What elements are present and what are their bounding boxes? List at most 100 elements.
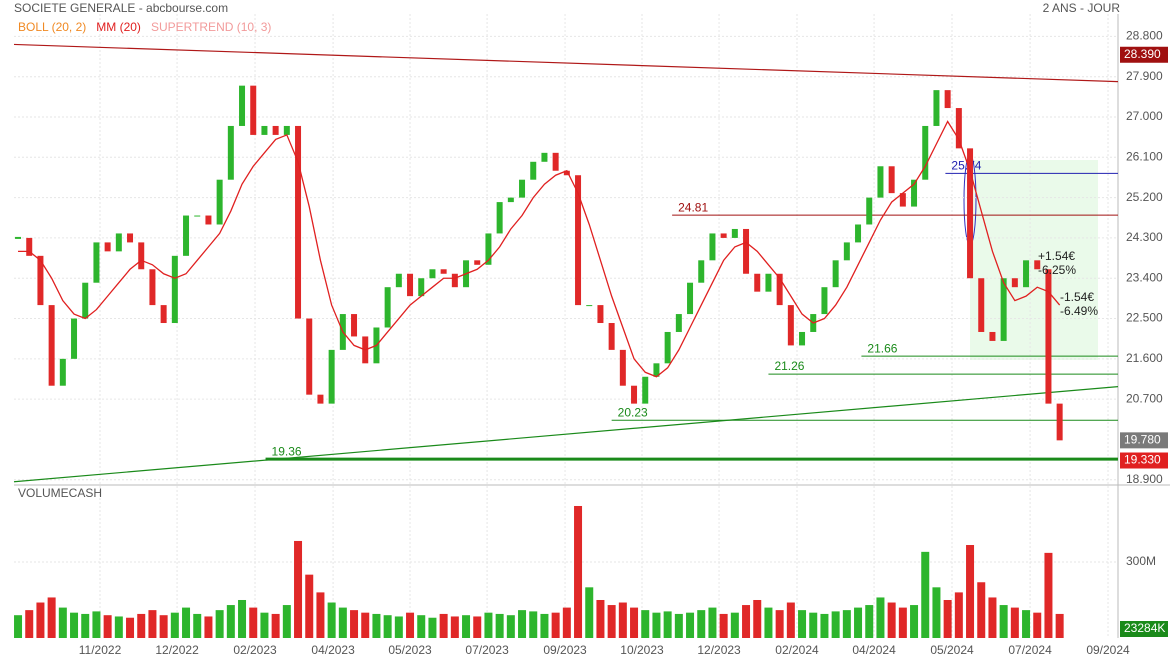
candle	[59, 358, 66, 386]
level-label: 24.81	[678, 200, 708, 214]
candle	[1011, 278, 1018, 288]
annotation: -6.49%	[1060, 304, 1098, 318]
candle	[418, 278, 425, 297]
volume-bar	[999, 605, 1008, 638]
candle	[138, 242, 145, 270]
candle	[563, 170, 570, 176]
volume-bar	[742, 605, 751, 638]
volume-bar	[383, 615, 392, 638]
volume-bar	[842, 610, 851, 638]
volume-bar	[596, 599, 605, 638]
candle	[194, 215, 201, 217]
candle	[888, 166, 895, 194]
volume-bar	[137, 613, 146, 638]
y-tick-label: 27.900	[1126, 69, 1163, 83]
candle	[709, 233, 716, 261]
y-tick-label: 300M	[1126, 554, 1156, 568]
volume-bar	[764, 607, 773, 638]
candle	[989, 331, 996, 341]
x-tick-label: 02/2024	[775, 643, 819, 657]
volume-bar	[529, 611, 538, 638]
candle	[519, 179, 526, 198]
volume-bar	[394, 616, 403, 638]
candle	[619, 349, 626, 386]
volume-bar	[14, 615, 23, 638]
volume-bar	[58, 607, 67, 638]
candle	[485, 233, 492, 265]
price-tag	[1120, 621, 1168, 637]
volume-bar	[193, 613, 202, 638]
x-tick-label: 05/2024	[930, 643, 974, 657]
volume-bar	[775, 610, 784, 638]
candle	[127, 233, 134, 243]
candle	[205, 215, 212, 225]
candle	[328, 349, 335, 404]
candle	[586, 305, 593, 307]
volume-bar	[585, 587, 594, 638]
candle	[115, 233, 122, 252]
volume-bar	[473, 616, 482, 638]
candle	[731, 228, 738, 238]
volume-bar	[540, 613, 549, 638]
candle	[955, 108, 962, 149]
period: 2 ANS - JOUR	[1043, 1, 1121, 15]
x-tick-label: 05/2023	[388, 643, 432, 657]
price-tag-label: 28.390	[1124, 47, 1161, 61]
volume-bar	[1055, 613, 1064, 638]
volume-bar	[148, 610, 157, 638]
candle	[541, 152, 548, 162]
candle	[48, 305, 55, 386]
candle	[552, 152, 559, 171]
volume-bar	[954, 592, 963, 638]
candle	[160, 305, 167, 324]
volume-bar	[798, 610, 807, 638]
price-tag	[1120, 46, 1168, 63]
volume-bar	[126, 617, 135, 638]
moving-average	[18, 120, 1061, 378]
volume-bar	[854, 607, 863, 638]
volume-bar	[361, 612, 370, 638]
volume-bar	[1010, 607, 1019, 638]
candle	[1045, 269, 1052, 404]
candle	[15, 236, 22, 239]
volume-bar	[730, 612, 739, 638]
level-label: 21.26	[774, 359, 804, 373]
candle	[384, 287, 391, 328]
x-tick-label: 07/2024	[1008, 643, 1052, 657]
volume-bar	[260, 612, 269, 638]
candle	[765, 273, 772, 292]
candle	[227, 125, 234, 180]
legend-entry: SUPERTREND (10, 3)	[151, 20, 271, 34]
x-tick-label: 09/2023	[543, 643, 587, 657]
volume-bar	[551, 612, 560, 638]
price-tag-label: 23284K	[1124, 621, 1165, 635]
volume-bar	[809, 612, 818, 638]
channel-shade	[970, 160, 1098, 360]
candle	[754, 273, 761, 292]
volume-bar	[988, 597, 997, 638]
candle	[429, 269, 436, 279]
volume-bar	[316, 592, 325, 638]
candle	[675, 314, 682, 332]
level-label: 19.36	[272, 444, 302, 458]
price-tag	[1120, 432, 1168, 449]
volume-bar	[495, 613, 504, 638]
x-tick-label: 07/2023	[465, 643, 509, 657]
candle	[71, 318, 78, 359]
candle	[720, 233, 727, 238]
candle	[698, 260, 705, 283]
volume-bar	[226, 605, 235, 638]
candle	[37, 255, 44, 306]
volume-bar	[607, 605, 616, 638]
candle	[1034, 260, 1041, 270]
candle	[799, 331, 806, 346]
candle	[496, 202, 503, 234]
volume-bar	[1022, 610, 1031, 638]
candle	[642, 376, 649, 404]
candle	[272, 125, 279, 135]
candle	[776, 273, 783, 306]
volume-bar	[562, 607, 571, 638]
volume-bar	[887, 602, 896, 638]
x-tick-label: 02/2023	[233, 643, 277, 657]
volume-bar	[1044, 552, 1053, 638]
